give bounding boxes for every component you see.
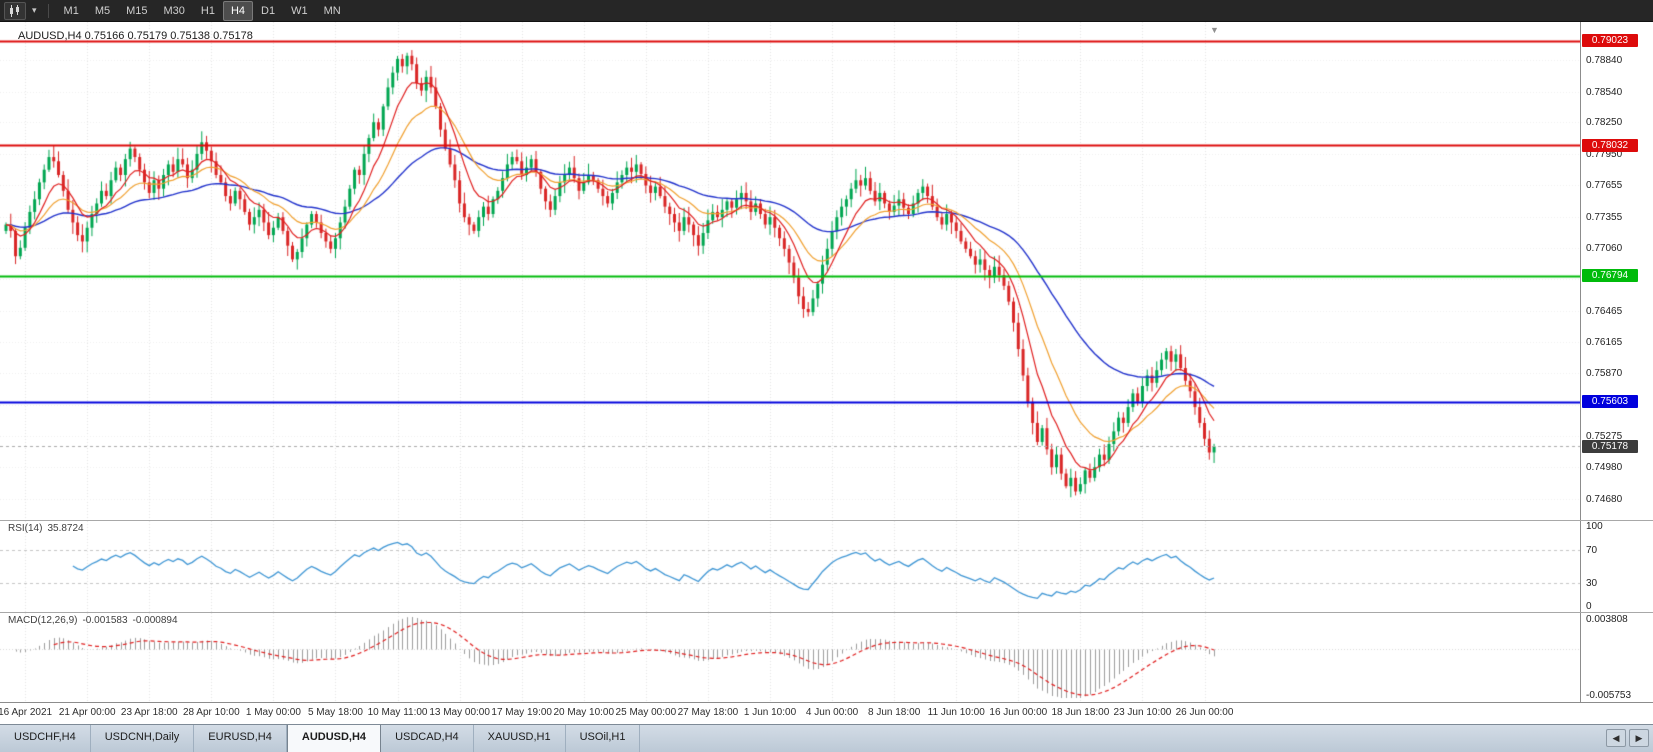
macd-label: MACD(12,26,9) -0.001583 -0.000894 <box>8 615 183 626</box>
rsi-label: RSI(14) 35.8724 <box>8 523 89 534</box>
tabs-scroll-right-icon[interactable]: ▶ <box>1629 729 1649 747</box>
macd-value-main: -0.001583 <box>82 615 128 626</box>
time-axis-label: 16 Apr 2021 <box>0 707 53 718</box>
macd-canvas[interactable] <box>0 613 1580 702</box>
time-axis-label: 25 May 00:00 <box>615 707 677 718</box>
rsi-name: RSI(14) <box>8 523 43 534</box>
tabs-scroll-left-icon[interactable]: ◀ <box>1606 729 1626 747</box>
macd-axis-tick: -0.005753 <box>1586 690 1632 701</box>
time-axis-label: 4 Jun 00:00 <box>805 707 859 718</box>
time-axis-label: 5 May 18:00 <box>307 707 363 718</box>
price-axis-tick: 0.78540 <box>1586 86 1623 98</box>
macd-panel: MACD(12,26,9) -0.001583 -0.000894 0.003808… <box>0 613 1653 702</box>
macd-axis[interactable]: 0.003808 -0.005753 <box>1580 613 1653 702</box>
rsi-canvas[interactable] <box>0 521 1580 612</box>
timeframe-button-m30[interactable]: M30 <box>163 4 185 17</box>
chart-shift-marker-icon[interactable]: ▼ <box>1210 25 1219 35</box>
timeframe-button-m15[interactable]: M15 <box>126 4 148 17</box>
panel-separator-rsi[interactable] <box>0 520 1653 521</box>
timeframe-button-w1[interactable]: W1 <box>291 4 308 17</box>
time-axis-label: 20 May 10:00 <box>553 707 615 718</box>
timeframe-button-group: M1 M5 M15 M30 H1 H4 D1 W1 MN <box>56 0 349 21</box>
chart-type-dropdown-caret-icon[interactable]: ▾ <box>32 5 37 15</box>
toolbar-separator <box>47 3 49 18</box>
chart-tab-usdchf-h4[interactable]: USDCHF,H4 <box>0 725 91 752</box>
level-price-tag: 0.79023 <box>1582 34 1638 48</box>
price-axis-tick: 0.75870 <box>1586 368 1623 380</box>
time-axis-label: 17 May 19:00 <box>491 707 552 718</box>
chart-tab-xauusd-h1[interactable]: XAUUSD,H1 <box>474 725 566 752</box>
macd-value-signal: -0.000894 <box>132 615 178 626</box>
price-chart-canvas[interactable] <box>0 22 1580 520</box>
time-axis-label: 21 Apr 00:00 <box>58 707 116 718</box>
price-axis-tick: 0.78250 <box>1586 117 1623 129</box>
time-axis[interactable]: 16 Apr 2021 21 Apr 00:00 23 Apr 18:00 28 Ap… <box>0 702 1653 724</box>
price-axis-tick: 0.77355 <box>1586 211 1623 223</box>
time-axis-label: 8 Jun 18:00 <box>868 707 921 718</box>
price-axis-tick: 0.77060 <box>1586 242 1623 254</box>
time-axis-label: 10 May 11:00 <box>367 707 428 718</box>
rsi-panel: RSI(14) 35.8724 100 70 30 0 <box>0 521 1653 612</box>
time-axis-label: 1 May 00:00 <box>245 707 301 718</box>
level-price-tag: 0.75603 <box>1582 395 1638 408</box>
current-price-tag: 0.75178 <box>1582 439 1638 453</box>
time-axis-label: 11 Jun 10:00 <box>927 707 985 718</box>
time-axis-label: 23 Jun 10:00 <box>1113 707 1172 718</box>
time-axis-label: 26 Jun 00:00 <box>1175 707 1234 718</box>
chart-tab-usdcad-h4[interactable]: USDCAD,H4 <box>381 725 474 752</box>
rsi-axis-tick: 100 <box>1586 521 1603 532</box>
rsi-axis-tick: 0 <box>1586 601 1592 612</box>
level-price-tag: 0.78032 <box>1582 138 1638 152</box>
time-axis-label: 23 Apr 18:00 <box>120 707 178 718</box>
price-chart-panel: AUDUSD,H4 0.75166 0.75179 0.75138 0.7517… <box>0 22 1653 520</box>
price-axis[interactable]: 0.78840 0.78540 0.78250 0.77950 0.77655 0.773… <box>1580 22 1653 520</box>
timeframe-button-m5[interactable]: M5 <box>94 4 111 17</box>
chart-tab-usoil-h1[interactable]: USOil,H1 <box>566 725 641 752</box>
chart-tab-usdcnh-daily[interactable]: USDCNH,Daily <box>91 725 195 752</box>
chart-tab-eurusd-h4[interactable]: EURUSD,H4 <box>194 725 287 752</box>
tab-scroll-controls: ◀ ▶ <box>1606 729 1649 747</box>
time-axis-label: 28 Apr 10:00 <box>182 707 240 718</box>
price-axis-tick: 0.74680 <box>1586 493 1623 505</box>
price-axis-tick: 0.78840 <box>1586 54 1623 66</box>
chart-tab-bar: USDCHF,H4 USDCNH,Daily EURUSD,H4 AUDUSD,H4 U… <box>0 724 1653 752</box>
panel-separator-macd[interactable] <box>0 612 1653 613</box>
price-axis-tick: 0.76465 <box>1586 305 1623 317</box>
candlestick-glyph <box>10 4 19 17</box>
macd-name: MACD(12,26,9) <box>8 615 78 626</box>
time-axis-label: 18 Jun 18:00 <box>1051 707 1110 718</box>
timeframe-button-h1[interactable]: H1 <box>200 4 215 17</box>
timeframe-button-d1[interactable]: D1 <box>261 4 276 17</box>
level-price-tag: 0.76794 <box>1582 269 1638 283</box>
chart-type-icon[interactable] <box>4 1 26 20</box>
rsi-axis[interactable]: 100 70 30 0 <box>1580 521 1653 612</box>
price-axis-tick: 0.74980 <box>1586 462 1623 474</box>
rsi-value: 35.8724 <box>47 523 84 534</box>
price-axis-tick: 0.75275 <box>1586 431 1623 443</box>
timeframe-button-h4[interactable]: H4 <box>222 0 254 21</box>
timeframe-button-m1[interactable]: M1 <box>63 4 79 17</box>
time-axis-label: 13 May 00:00 <box>429 707 490 718</box>
chart-title-ohlc: AUDUSD,H4 0.75166 0.75179 0.75138 0.7517… <box>18 30 253 42</box>
price-axis-tick: 0.77950 <box>1586 148 1623 160</box>
time-axis-label: 1 Jun 10:00 <box>743 707 797 718</box>
rsi-axis-tick: 30 <box>1586 578 1598 590</box>
macd-axis-tick: 0.003808 <box>1586 614 1628 625</box>
rsi-axis-tick: 70 <box>1586 544 1598 556</box>
time-axis-label: 16 Jun 00:00 <box>989 707 1048 718</box>
chart-tab-audusd-h4[interactable]: AUDUSD,H4 <box>286 725 382 752</box>
price-axis-tick: 0.77655 <box>1586 180 1623 191</box>
timeframe-button-mn[interactable]: MN <box>323 4 341 17</box>
top-toolbar: ▾ M1 M5 M15 M30 H1 H4 D1 W1 MN <box>0 0 1653 22</box>
price-axis-tick: 0.76165 <box>1586 337 1623 349</box>
time-axis-label: 27 May 18:00 <box>677 707 739 718</box>
